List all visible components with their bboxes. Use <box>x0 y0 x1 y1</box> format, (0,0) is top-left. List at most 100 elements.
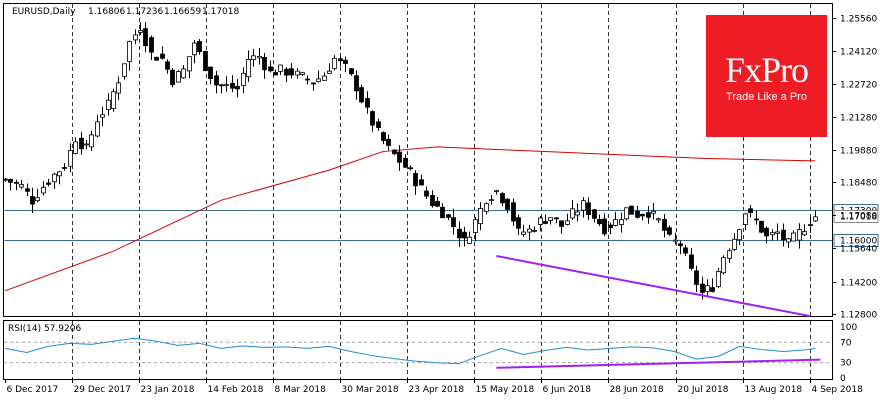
candle-body <box>273 72 278 76</box>
candle-body <box>84 143 89 146</box>
candle-body <box>543 221 548 224</box>
price-label: 1.22720 <box>840 81 877 91</box>
price-label: 1.18480 <box>840 179 877 189</box>
candle-body <box>473 219 478 233</box>
candle-body <box>219 84 224 87</box>
candle-body <box>683 247 688 254</box>
ohlc-high: 1.17236 <box>126 7 163 17</box>
candle-body <box>30 196 35 205</box>
price-label: 1.19880 <box>840 147 877 157</box>
candle-body <box>635 211 640 218</box>
candle-body <box>143 28 148 47</box>
candle-body <box>743 213 748 225</box>
candle-body <box>419 179 424 186</box>
candle-body <box>224 84 229 87</box>
candle-body <box>413 173 418 187</box>
candle-body <box>732 238 737 250</box>
candle-body <box>133 34 138 41</box>
candle-body <box>808 224 813 226</box>
candle-body <box>521 231 526 235</box>
candle-body <box>489 199 494 202</box>
candle-body <box>786 238 791 243</box>
candle-body <box>532 229 537 232</box>
candle-body <box>208 66 213 80</box>
level-label: 1.16000 <box>840 237 877 247</box>
candle-body <box>505 198 510 210</box>
sma-line <box>4 146 816 292</box>
candle-body <box>381 132 386 141</box>
candle-body <box>187 56 192 72</box>
candle-body <box>79 137 84 150</box>
candle-body <box>678 243 683 247</box>
date-label: 15 May 2018 <box>476 385 535 395</box>
candle-body <box>322 75 327 81</box>
candle-body <box>656 218 661 221</box>
candle-body <box>727 250 732 259</box>
candle-body <box>748 208 753 213</box>
candle-body <box>397 151 402 163</box>
ohlc-close: 1.17018 <box>202 7 239 17</box>
candle-body <box>262 56 267 71</box>
candle-body <box>332 57 337 69</box>
candle-body <box>106 99 111 110</box>
candle-body <box>52 173 57 183</box>
candle-body <box>559 220 564 227</box>
candle-body <box>284 68 289 76</box>
candle-body <box>424 190 429 197</box>
candle-body <box>408 167 413 170</box>
main-panel-frame <box>3 3 833 317</box>
support-trendline <box>496 255 810 317</box>
candle-body <box>100 114 105 118</box>
candle-body <box>376 121 381 129</box>
candle-body <box>813 216 818 222</box>
price-axis: 1.25560 1.24120 1.22720 1.21280 1.19880 1.184… <box>832 15 877 321</box>
candles <box>3 22 818 300</box>
candle-body <box>619 219 624 225</box>
candle-body <box>241 72 246 86</box>
candle-body <box>575 211 580 216</box>
date-label: 6 Dec 2017 <box>7 385 59 395</box>
candle-body <box>278 64 283 72</box>
candle-body <box>73 141 78 154</box>
date-label: 20 Jul 2018 <box>678 385 729 395</box>
rsi-line <box>4 337 816 365</box>
price-label: 1.21280 <box>840 114 877 124</box>
date-label: 13 Aug 2018 <box>745 385 803 395</box>
candle-body <box>694 270 699 285</box>
date-label: 14 Feb 2018 <box>208 385 264 395</box>
candle-body <box>327 70 332 74</box>
date-axis: 6 Dec 2017 29 Dec 2017 23 Jan 2018 14 Feb 2… <box>5 379 864 395</box>
candle-body <box>95 121 100 137</box>
candle-body <box>316 78 321 82</box>
candle-body <box>197 41 202 52</box>
candle-body <box>527 228 532 233</box>
support-trendline-group <box>496 255 810 317</box>
price-label: 1.24120 <box>840 48 877 58</box>
chart-title: EURUSD,Daily <box>12 7 76 17</box>
current-price-label: 1.17018 <box>840 213 877 223</box>
fxpro-logo: FxPro Trade Like a Pro <box>706 15 827 137</box>
rsi-tick-label: 0 <box>840 374 846 384</box>
date-label: 8 Mar 2018 <box>275 385 327 395</box>
candle-body <box>570 208 575 219</box>
rsi-plot: 100 70 30 0 <box>4 323 857 384</box>
candle-body <box>257 55 262 59</box>
candle-body <box>116 82 121 94</box>
candle-body <box>667 227 672 235</box>
candle-body <box>640 213 645 217</box>
candle-body <box>295 70 300 76</box>
candle-body <box>311 82 316 85</box>
rsi-tick-label: 30 <box>840 359 852 369</box>
candle-body <box>662 218 667 231</box>
candle-body <box>754 218 759 221</box>
date-label: 4 Sep 2018 <box>812 385 864 395</box>
candle-body <box>802 231 807 236</box>
candle-body <box>68 149 73 167</box>
candle-body <box>35 197 40 202</box>
candle-body <box>565 220 570 225</box>
candle-body <box>629 205 634 215</box>
candle-body <box>203 51 208 72</box>
candle-body <box>446 214 451 218</box>
candle-body <box>122 63 127 77</box>
